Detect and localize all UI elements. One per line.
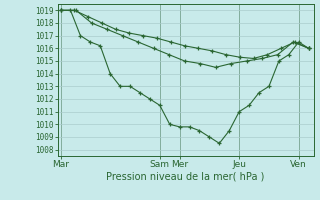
X-axis label: Pression niveau de la mer( hPa ): Pression niveau de la mer( hPa ) <box>107 172 265 182</box>
